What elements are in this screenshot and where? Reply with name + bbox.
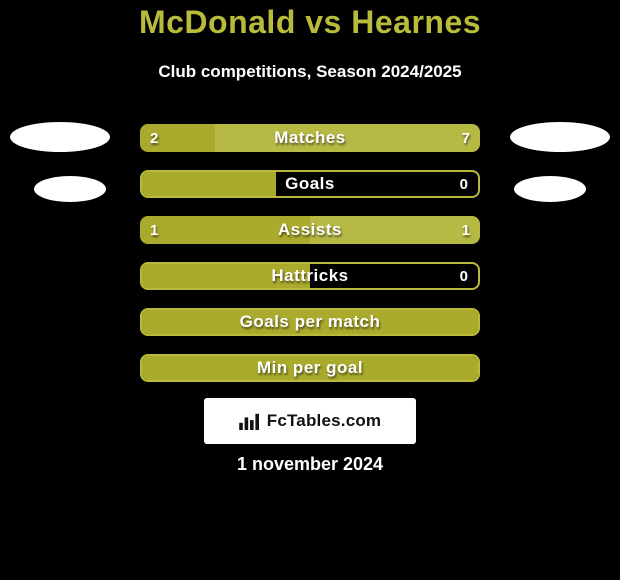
bar-chart-icon	[239, 412, 261, 430]
stat-right-value: 0	[460, 172, 468, 196]
right-player-photo-secondary	[514, 176, 586, 202]
stat-row: Min per goal	[140, 354, 480, 382]
left-player-photo-secondary	[34, 176, 106, 202]
stat-label: Hattricks	[142, 264, 478, 288]
stat-label: Min per goal	[142, 356, 478, 380]
stat-row: Matches2 7	[140, 124, 480, 152]
comparison-infographic: McDonald vs Hearnes Club competitions, S…	[0, 0, 620, 580]
stat-right-value: 7	[462, 124, 470, 152]
title-right-name: Hearnes	[351, 4, 481, 40]
stat-row: Goals per match	[140, 308, 480, 336]
stat-row: Assists1 1	[140, 216, 480, 244]
title-left-name: McDonald	[139, 4, 296, 40]
subtitle: Club competitions, Season 2024/2025	[0, 62, 620, 82]
date-line: 1 november 2024	[0, 454, 620, 475]
branding-text: FcTables.com	[267, 411, 382, 431]
stat-left-value: 1	[150, 216, 158, 244]
stat-row: Hattricks0	[140, 262, 480, 290]
stat-label: Goals	[142, 172, 478, 196]
stat-right-value: 1	[462, 216, 470, 244]
stat-left-value: 2	[150, 124, 158, 152]
stat-label: Goals per match	[142, 310, 478, 334]
stat-right-value: 0	[460, 264, 468, 288]
stat-label: Assists	[140, 216, 480, 244]
page-title: McDonald vs Hearnes	[0, 4, 620, 41]
stat-bars: Matches27Goals0Assists11Hattricks0Goals …	[140, 124, 480, 400]
left-player-photo-primary	[10, 122, 110, 152]
title-vs: vs	[296, 4, 351, 40]
stat-row: Goals0	[140, 170, 480, 198]
right-player-photo-primary	[510, 122, 610, 152]
branding-badge: FcTables.com	[204, 398, 416, 444]
stat-label: Matches	[140, 124, 480, 152]
